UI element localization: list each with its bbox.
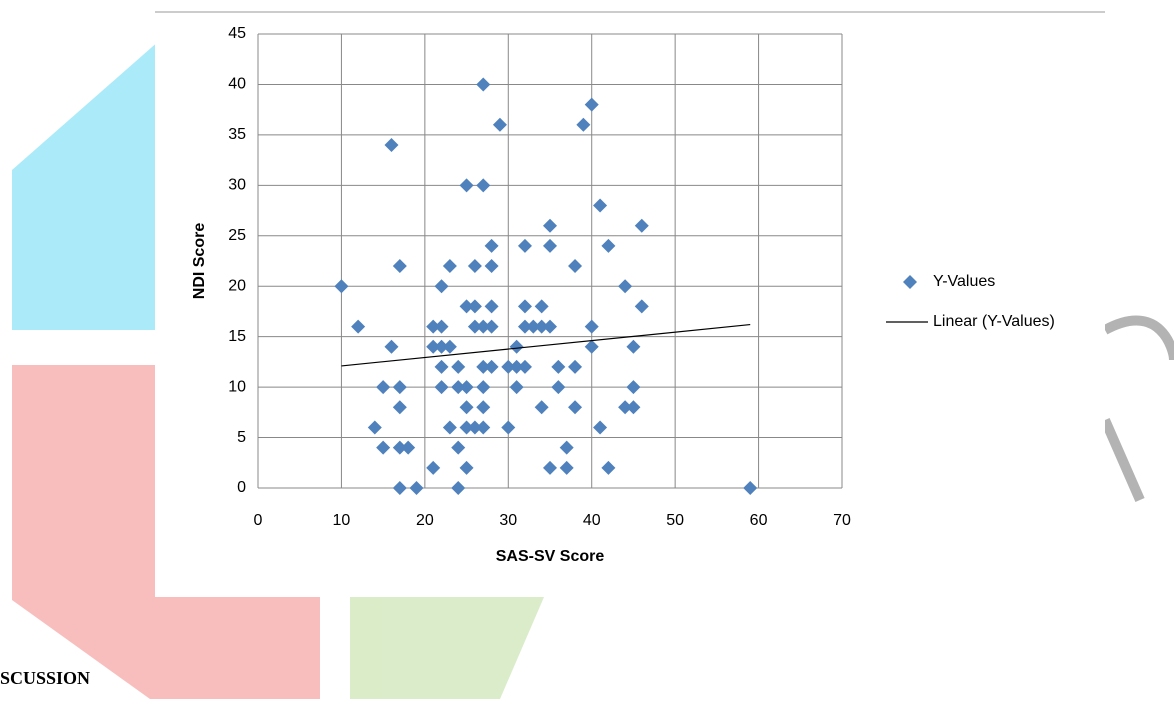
section-heading: SCUSSION	[0, 668, 90, 688]
y-tick-label: 30	[228, 177, 246, 194]
page-canvas: SCUSSION 0 5 10 15 20 25 30 35 40 45 0 10 20 30 40 50 60…	[0, 0, 1174, 699]
x-tick-label: 30	[499, 512, 517, 529]
x-tick-label: 60	[750, 512, 768, 529]
x-tick-label: 40	[583, 512, 601, 529]
legend-label: Y-Values	[933, 273, 995, 290]
y-tick-label: 45	[228, 25, 246, 42]
x-tick-label: 10	[333, 512, 351, 529]
x-tick-label: 70	[833, 512, 851, 529]
y-tick-label: 10	[228, 378, 246, 395]
x-tick-label: 20	[416, 512, 434, 529]
y-tick-label: 0	[237, 479, 246, 496]
y-tick-label: 20	[228, 277, 246, 294]
watermark-gray	[1105, 321, 1174, 500]
chart-background	[155, 12, 1105, 597]
y-axis-label: NDI Score	[191, 223, 208, 300]
x-axis-label: SAS-SV Score	[496, 548, 605, 565]
y-tick-label: 40	[228, 76, 246, 93]
x-tick-label: 0	[254, 512, 263, 529]
y-tick-label: 5	[237, 429, 246, 446]
page: SCUSSION 0 5 10 15 20 25 30 35 40 45 0 10 20 30 40 50 60…	[0, 0, 1174, 699]
legend-label: Linear (Y-Values)	[933, 313, 1055, 330]
y-tick-label: 15	[228, 328, 246, 345]
x-tick-label: 50	[666, 512, 684, 529]
y-tick-label: 25	[228, 227, 246, 244]
y-tick-label: 35	[228, 126, 246, 143]
